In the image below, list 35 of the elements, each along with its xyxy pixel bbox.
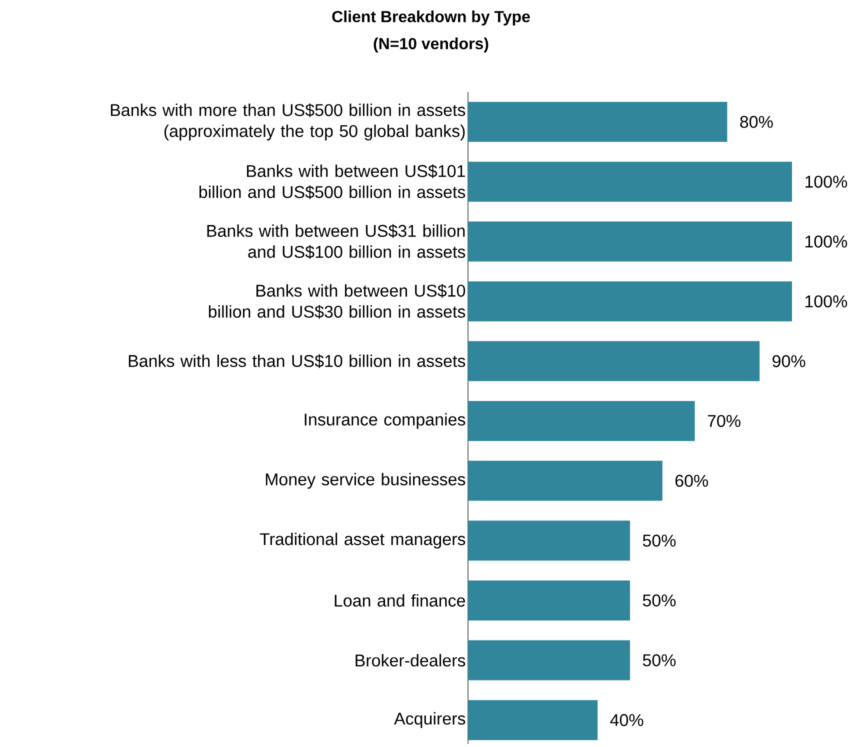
y-tick-label: Banks with more than US$500 billion in assets (approximately the top 50 global banks) [110, 103, 466, 140]
data-label: 50% [642, 654, 676, 666]
bar [468, 640, 630, 680]
bar [468, 341, 760, 382]
y-tick-label: Banks with less than US$10 billion in assets [128, 354, 466, 368]
data-label: 50% [642, 594, 676, 606]
y-tick-label: Acquirers [394, 712, 466, 728]
chart-subtitle: (N=10 vendors) [374, 38, 488, 52]
data-label: 90% [772, 355, 806, 368]
y-tick-label: Money service businesses [266, 472, 466, 489]
y-tick-label: Traditional asset managers [260, 532, 466, 549]
bar [468, 580, 630, 620]
data-label: 100% [806, 295, 848, 308]
data-label: 60% [675, 474, 708, 487]
bar [468, 222, 792, 262]
y-tick-label: Loan and finance [334, 594, 466, 607]
bar [468, 460, 662, 501]
data-label: 50% [642, 534, 676, 547]
bar [468, 102, 728, 142]
y-tick-label: Broker-dealers [356, 654, 466, 667]
chart-title: Client Breakdown by Type [332, 10, 530, 26]
bar [468, 281, 792, 322]
data-label: 70% [708, 414, 740, 428]
data-label: 100% [806, 236, 848, 248]
data-label: 80% [740, 116, 773, 128]
y-tick-label: Banks with between US$31 billion and US$100 billion in assets [207, 224, 466, 259]
bar [468, 400, 695, 441]
bar [468, 520, 630, 561]
y-tick-label: Banks with between US$10 billion and US$30 billion in assets [208, 284, 466, 319]
data-label: 100% [806, 176, 848, 188]
y-tick-label: Banks with between US$101 billion and US$500 billion in assets [199, 164, 466, 200]
bar [468, 700, 598, 740]
y-tick-label: Insurance companies [304, 413, 466, 429]
bar [468, 162, 792, 202]
data-label: 40% [610, 714, 644, 726]
